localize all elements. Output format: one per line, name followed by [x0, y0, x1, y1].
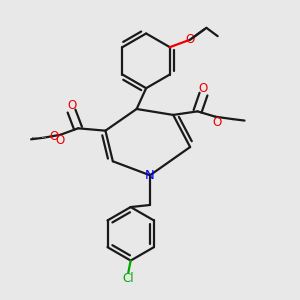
Text: O: O	[50, 130, 59, 143]
Text: N: N	[145, 169, 155, 182]
Text: O: O	[67, 99, 76, 112]
Text: methyl: methyl	[41, 134, 46, 137]
Text: O: O	[55, 134, 64, 147]
Text: methoxy: methoxy	[32, 136, 38, 138]
Text: O: O	[199, 82, 208, 95]
Text: methyl: methyl	[23, 138, 28, 139]
Text: O: O	[212, 116, 221, 129]
Text: Cl: Cl	[122, 272, 134, 286]
Text: O: O	[185, 33, 195, 46]
Text: methyl: methyl	[42, 137, 47, 138]
